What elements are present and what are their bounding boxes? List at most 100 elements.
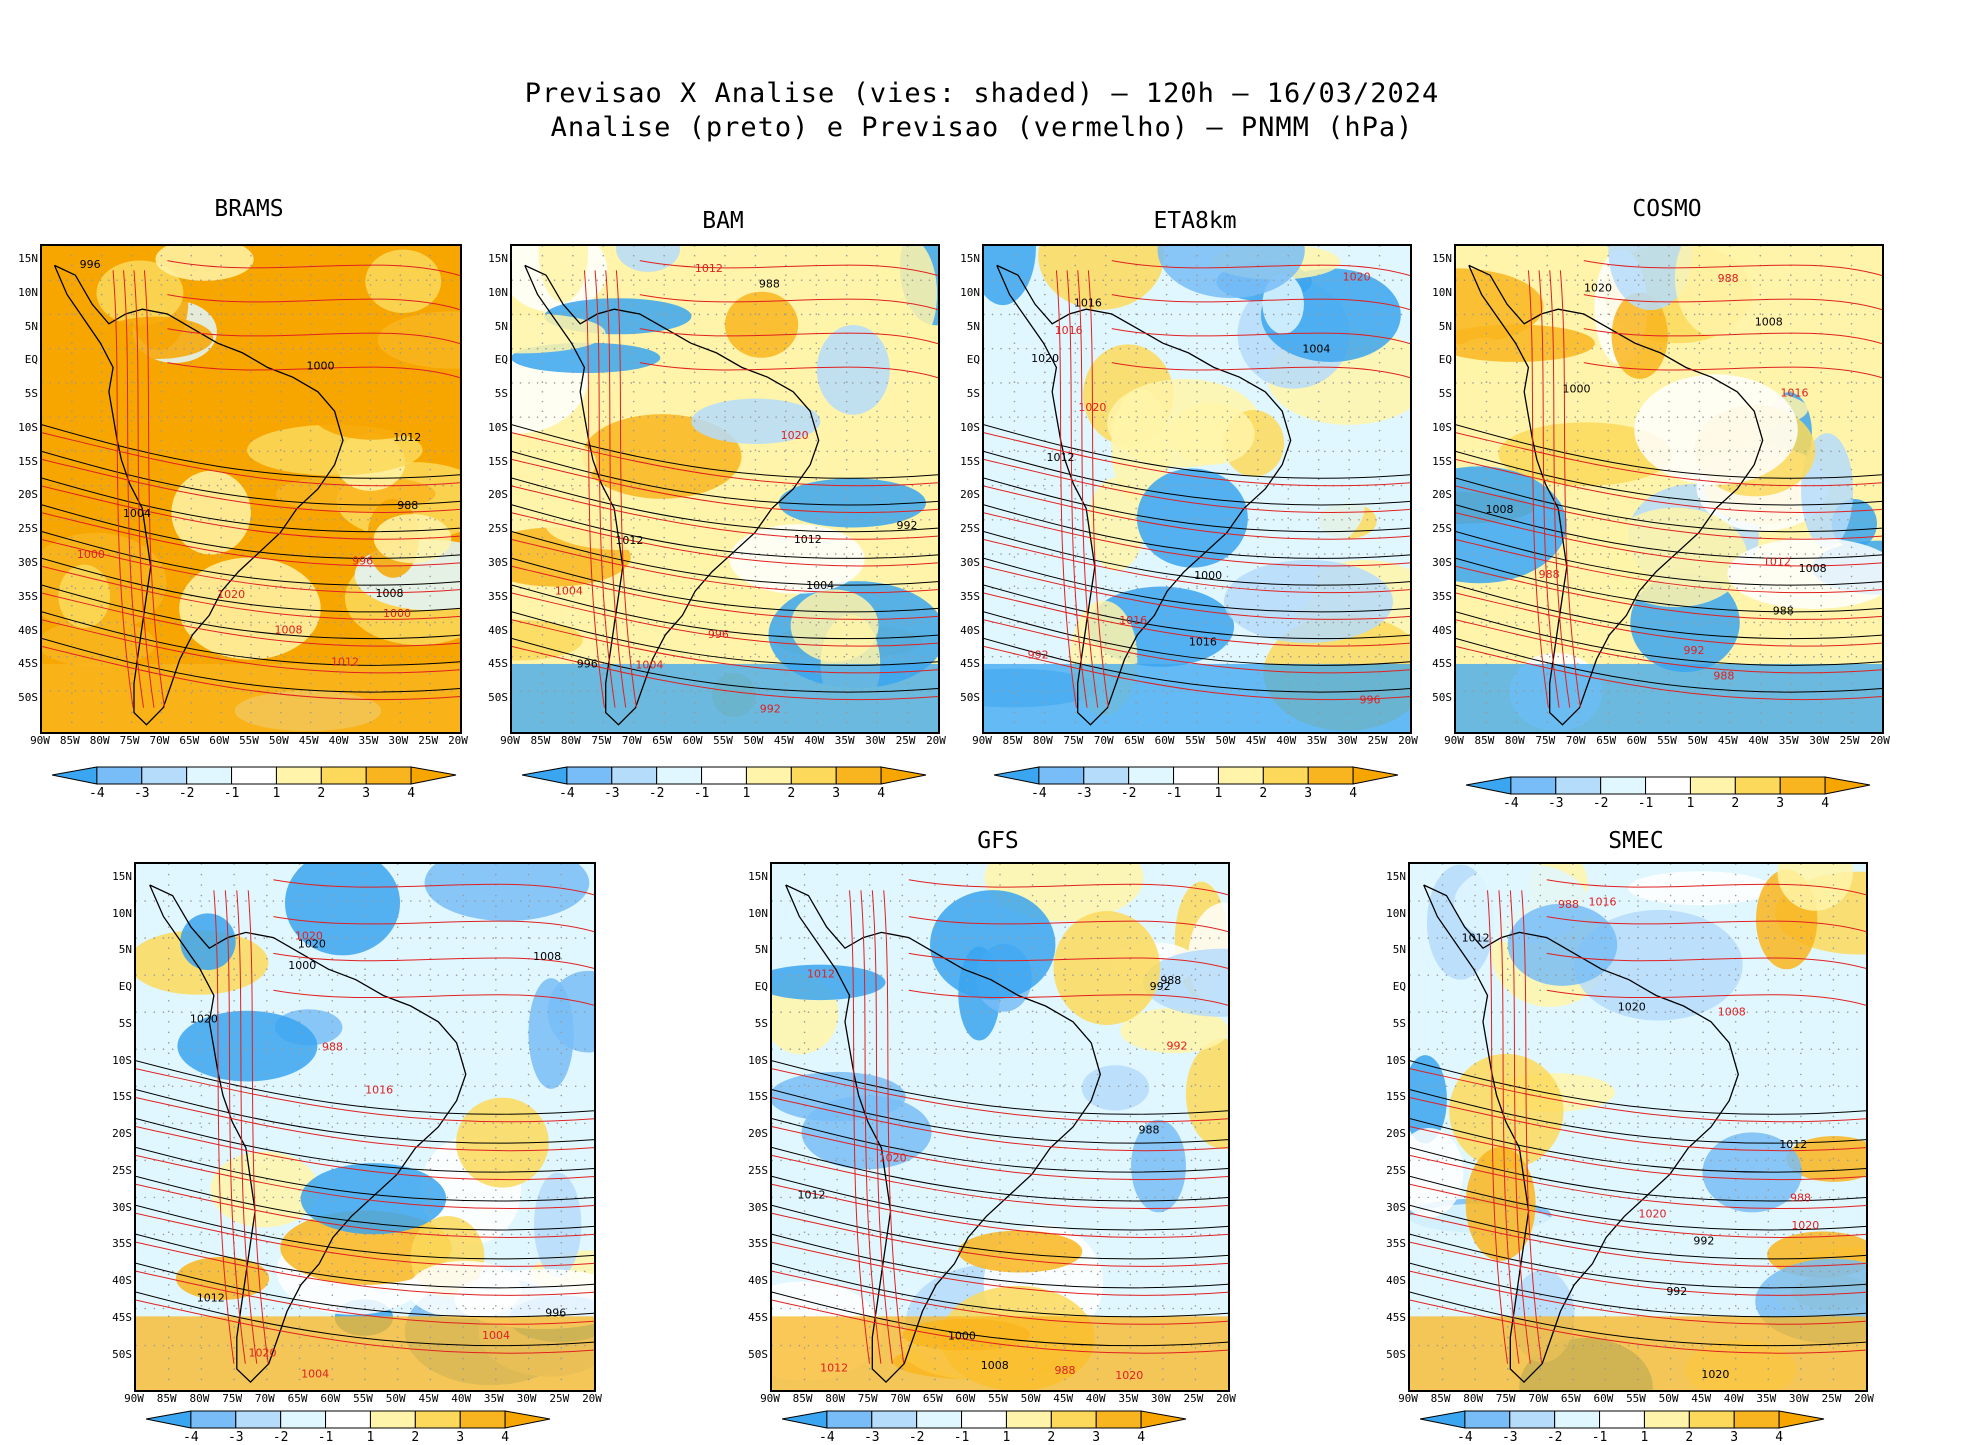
colorbar-label: 4 [1815, 796, 1835, 811]
contour-label: 1012 [1462, 931, 1490, 944]
latitude-label: 25S [104, 1164, 132, 1177]
colorbar-swatch [1465, 1411, 1510, 1428]
colorbar-swatch [1646, 777, 1691, 794]
panel-title: ETA8km [982, 208, 1408, 234]
colorbar-label: -1 [222, 786, 242, 801]
colorbar-label: 4 [495, 1430, 515, 1445]
latitude-label: 40S [952, 624, 980, 637]
longitude-label: 20W [1208, 1392, 1244, 1405]
colorbar-swatch [370, 1411, 415, 1428]
longitude-label: 30W [1781, 1392, 1817, 1405]
bias-blob [1224, 560, 1393, 643]
latitude-label: 10N [1378, 907, 1406, 920]
colorbar-label: -4 [1029, 786, 1049, 801]
longitude-label: 20W [918, 734, 954, 747]
contour-label: 988 [1558, 898, 1579, 911]
latitude-label: 15N [1378, 870, 1406, 883]
longitude-label: 20W [1862, 734, 1898, 747]
longitude-label: 55W [1618, 1392, 1654, 1405]
longitude-label: 20W [1390, 734, 1426, 747]
contour-label: 1008 [1718, 1005, 1746, 1018]
panel-title: BAM [510, 208, 936, 234]
colorbar-swatch [1690, 777, 1735, 794]
colorbar-label: 1 [736, 786, 756, 801]
longitude-label: 20W [440, 734, 476, 747]
colorbar-swatch [1601, 777, 1646, 794]
colorbar-label: -2 [647, 786, 667, 801]
colorbar-swatch [1735, 777, 1780, 794]
longitude-label: 20W [574, 1392, 610, 1405]
colorbar-label: 2 [1679, 1430, 1699, 1445]
latitude-label: 35S [480, 590, 508, 603]
contour-label: 1020 [298, 937, 326, 950]
colorbar-label: -3 [1500, 1430, 1520, 1445]
latitude-label: 10N [104, 907, 132, 920]
bias-map: 9961020102098810081004102010161012102010… [136, 864, 594, 1390]
latitude-label: 45S [740, 1311, 768, 1324]
latitude-label: EQ [952, 353, 980, 366]
latitude-label: 25S [952, 522, 980, 535]
bias-blob [179, 558, 321, 660]
colorbar-swatch [917, 1411, 962, 1428]
contour-label: 992 [896, 519, 917, 532]
latitude-label: 40S [480, 624, 508, 637]
contour-label: 1008 [274, 624, 302, 637]
latitude-label: 30S [1378, 1201, 1406, 1214]
bias-blob [833, 1002, 904, 1083]
latitude-label: 40S [1378, 1274, 1406, 1287]
latitude-label: 45S [1378, 1311, 1406, 1324]
longitude-label: 80W [1455, 1392, 1491, 1405]
colorbar-label: -3 [602, 786, 622, 801]
colorbar-swatch [836, 767, 881, 784]
contour-label: 1012 [393, 431, 421, 444]
latitude-label: 10S [104, 1054, 132, 1067]
colorbar-swatch [1825, 777, 1870, 794]
latitude-label: EQ [1378, 980, 1406, 993]
latitude-label: 35S [10, 590, 38, 603]
colorbar-swatch [191, 1411, 236, 1428]
latitude-label: 20S [1378, 1127, 1406, 1140]
colorbar-swatch [567, 767, 612, 784]
latitude-label: 10N [952, 286, 980, 299]
latitude-label: EQ [740, 980, 768, 993]
colorbar-label: -2 [271, 1430, 291, 1445]
latitude-label: 40S [1424, 624, 1452, 637]
latitude-label: 10S [1378, 1054, 1406, 1067]
latitude-label: 25S [10, 522, 38, 535]
colorbar-label: -2 [1591, 796, 1611, 811]
bias-blob [1628, 871, 1772, 905]
panel-title: GFS [770, 828, 1226, 854]
longitude-label: 50W [378, 1392, 414, 1405]
longitude-label: 45W [1683, 1392, 1719, 1405]
colorbar-label: 1 [360, 1430, 380, 1445]
colorbar-label: 2 [405, 1430, 425, 1445]
bias-map: 1004100810081020100010001012101298810009… [42, 246, 460, 732]
contour-label: 1016 [1119, 614, 1147, 627]
contour-label: 1004 [1302, 342, 1330, 355]
contour-label: 1008 [533, 950, 561, 963]
latitude-label: 5N [10, 320, 38, 333]
colorbar-swatch [702, 767, 747, 784]
colorbar-swatch [505, 1411, 550, 1428]
colorbar-swatch [612, 767, 657, 784]
colorbar-swatch [657, 767, 702, 784]
colorbar-swatch [1263, 767, 1308, 784]
colorbar-label: 1 [266, 786, 286, 801]
colorbar-label: 2 [311, 786, 331, 801]
colorbar-label: 4 [1769, 1430, 1789, 1445]
longitude-label: 80W [817, 1392, 853, 1405]
colorbar-label: -1 [1590, 1430, 1610, 1445]
contour-label: 988 [1539, 568, 1560, 581]
colorbar [52, 766, 460, 790]
colorbar-label: -2 [1119, 786, 1139, 801]
contour-label: 1000 [77, 548, 105, 561]
panel-title: BRAMS [40, 196, 458, 222]
colorbar-label: -4 [817, 1430, 837, 1445]
contour-label: 1012 [615, 534, 643, 547]
colorbar-label: -3 [1074, 786, 1094, 801]
